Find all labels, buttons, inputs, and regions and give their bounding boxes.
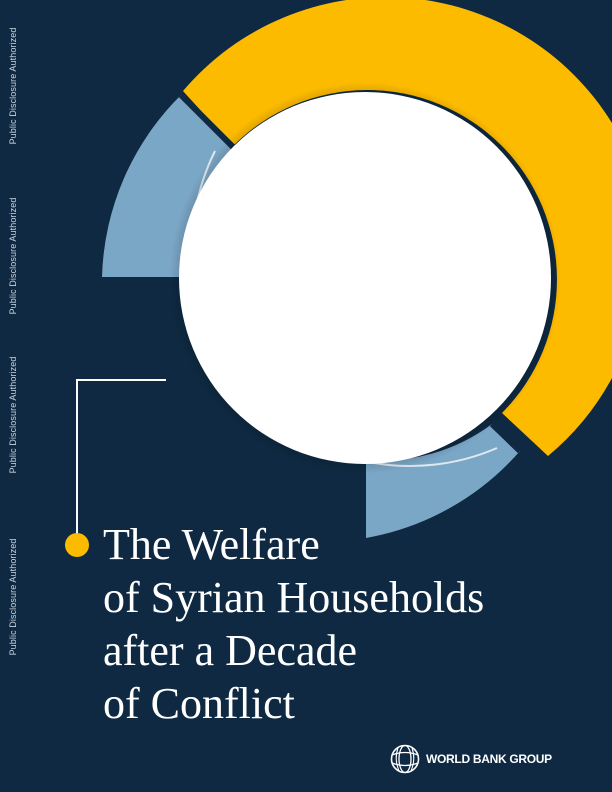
title-line: of Syrian Households (103, 573, 485, 622)
title-line: of Conflict (103, 679, 295, 728)
title-line: after a Decade (103, 626, 358, 675)
title-dot (65, 533, 89, 557)
blue-arc-lower (366, 424, 520, 538)
report-title: The Welfare of Syrian Households after a… (103, 518, 603, 730)
publisher-name: WORLD BANK GROUP (426, 752, 552, 766)
blue-arc-upper (102, 95, 234, 277)
globe-icon (390, 744, 420, 774)
world-bank-logo: WORLD BANK GROUP (390, 742, 552, 776)
white-circle (179, 92, 551, 464)
yellow-arc (183, 0, 612, 456)
title-line: The Welfare (103, 520, 320, 569)
connector-line (76, 379, 166, 540)
